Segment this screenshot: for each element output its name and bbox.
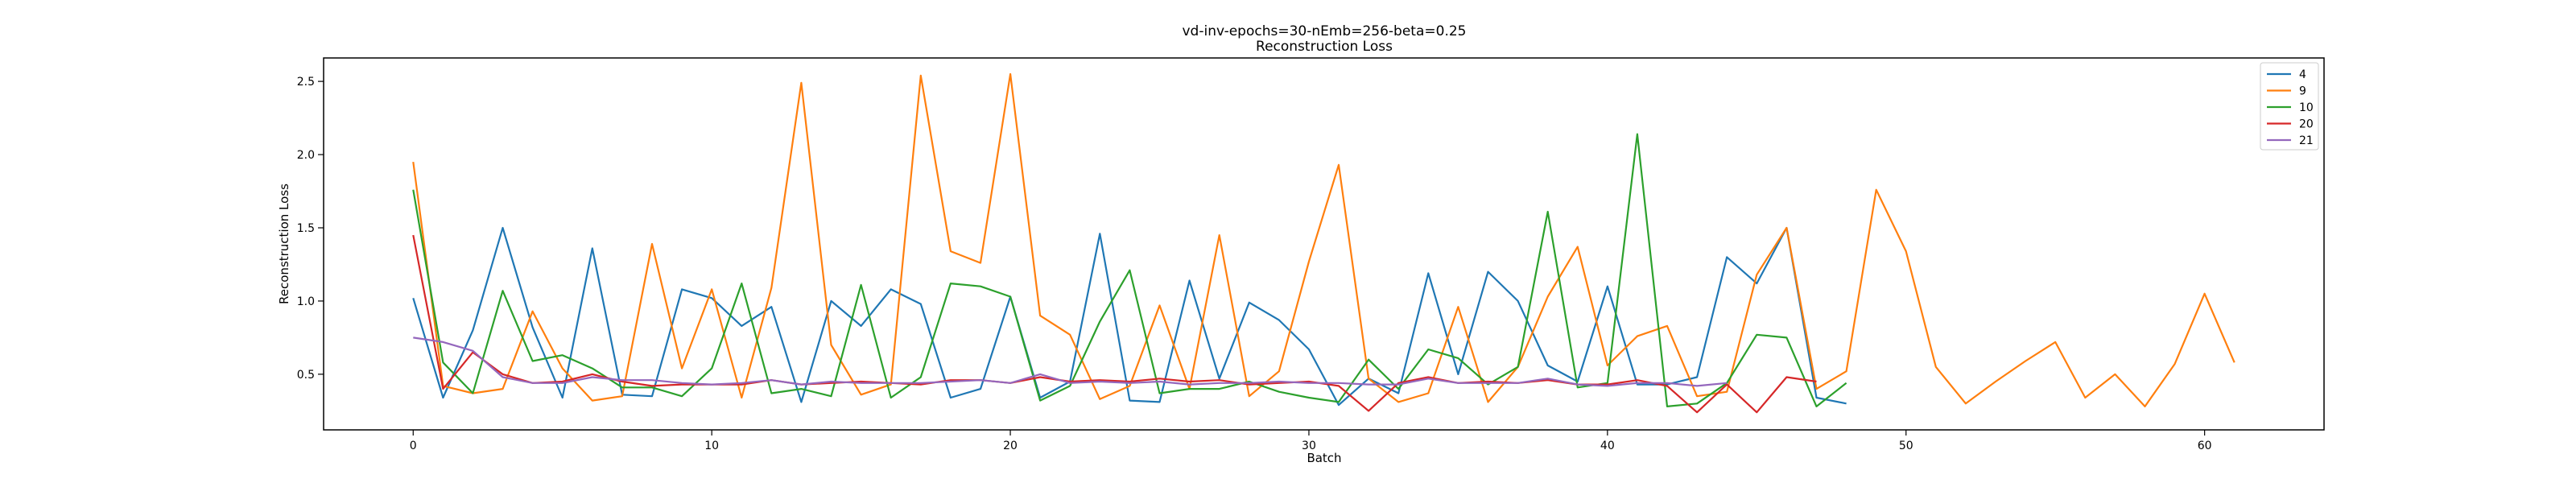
y-tick-label: 1.5 <box>297 222 315 235</box>
y-tick-label: 2.0 <box>297 149 315 162</box>
legend-label-10: 10 <box>2299 101 2314 114</box>
x-tick-label: 40 <box>1600 440 1615 452</box>
x-tick-label: 20 <box>1003 440 1018 452</box>
x-tick-label: 10 <box>704 440 719 452</box>
x-axis-label: Batch <box>1307 451 1341 465</box>
chart-title: vd-inv-epochs=30-nEmb=256-beta=0.25 <box>1183 23 1467 39</box>
x-tick-label: 60 <box>2198 440 2212 452</box>
series-line-9 <box>412 72 2235 407</box>
legend-label-20: 20 <box>2299 118 2314 131</box>
legend-label-4: 4 <box>2299 68 2306 81</box>
y-tick-label: 2.5 <box>297 76 315 89</box>
series-line-21 <box>413 336 1728 387</box>
legend-label-9: 9 <box>2299 85 2306 98</box>
x-tick-label: 30 <box>1302 440 1316 452</box>
x-tick-label: 0 <box>410 440 417 452</box>
y-tick-label: 0.5 <box>297 369 315 382</box>
y-axis-label: Reconstruction Loss <box>277 184 291 304</box>
legend: 4 9 10 20 21 <box>2260 62 2319 151</box>
y-tick-label: 1.0 <box>297 295 315 308</box>
chart-subtitle: Reconstruction Loss <box>1256 39 1393 55</box>
series-lines <box>412 72 2235 414</box>
legend-label-21: 21 <box>2299 134 2314 147</box>
x-tick-label: 50 <box>1899 440 1913 452</box>
series-line-4 <box>412 226 1847 407</box>
series-line-10 <box>412 133 1847 407</box>
tick-marks: 0 10 20 30 40 50 60 0.5 1.0 1.5 2.0 2.5 <box>297 76 2212 452</box>
plot-frame <box>323 57 2325 431</box>
